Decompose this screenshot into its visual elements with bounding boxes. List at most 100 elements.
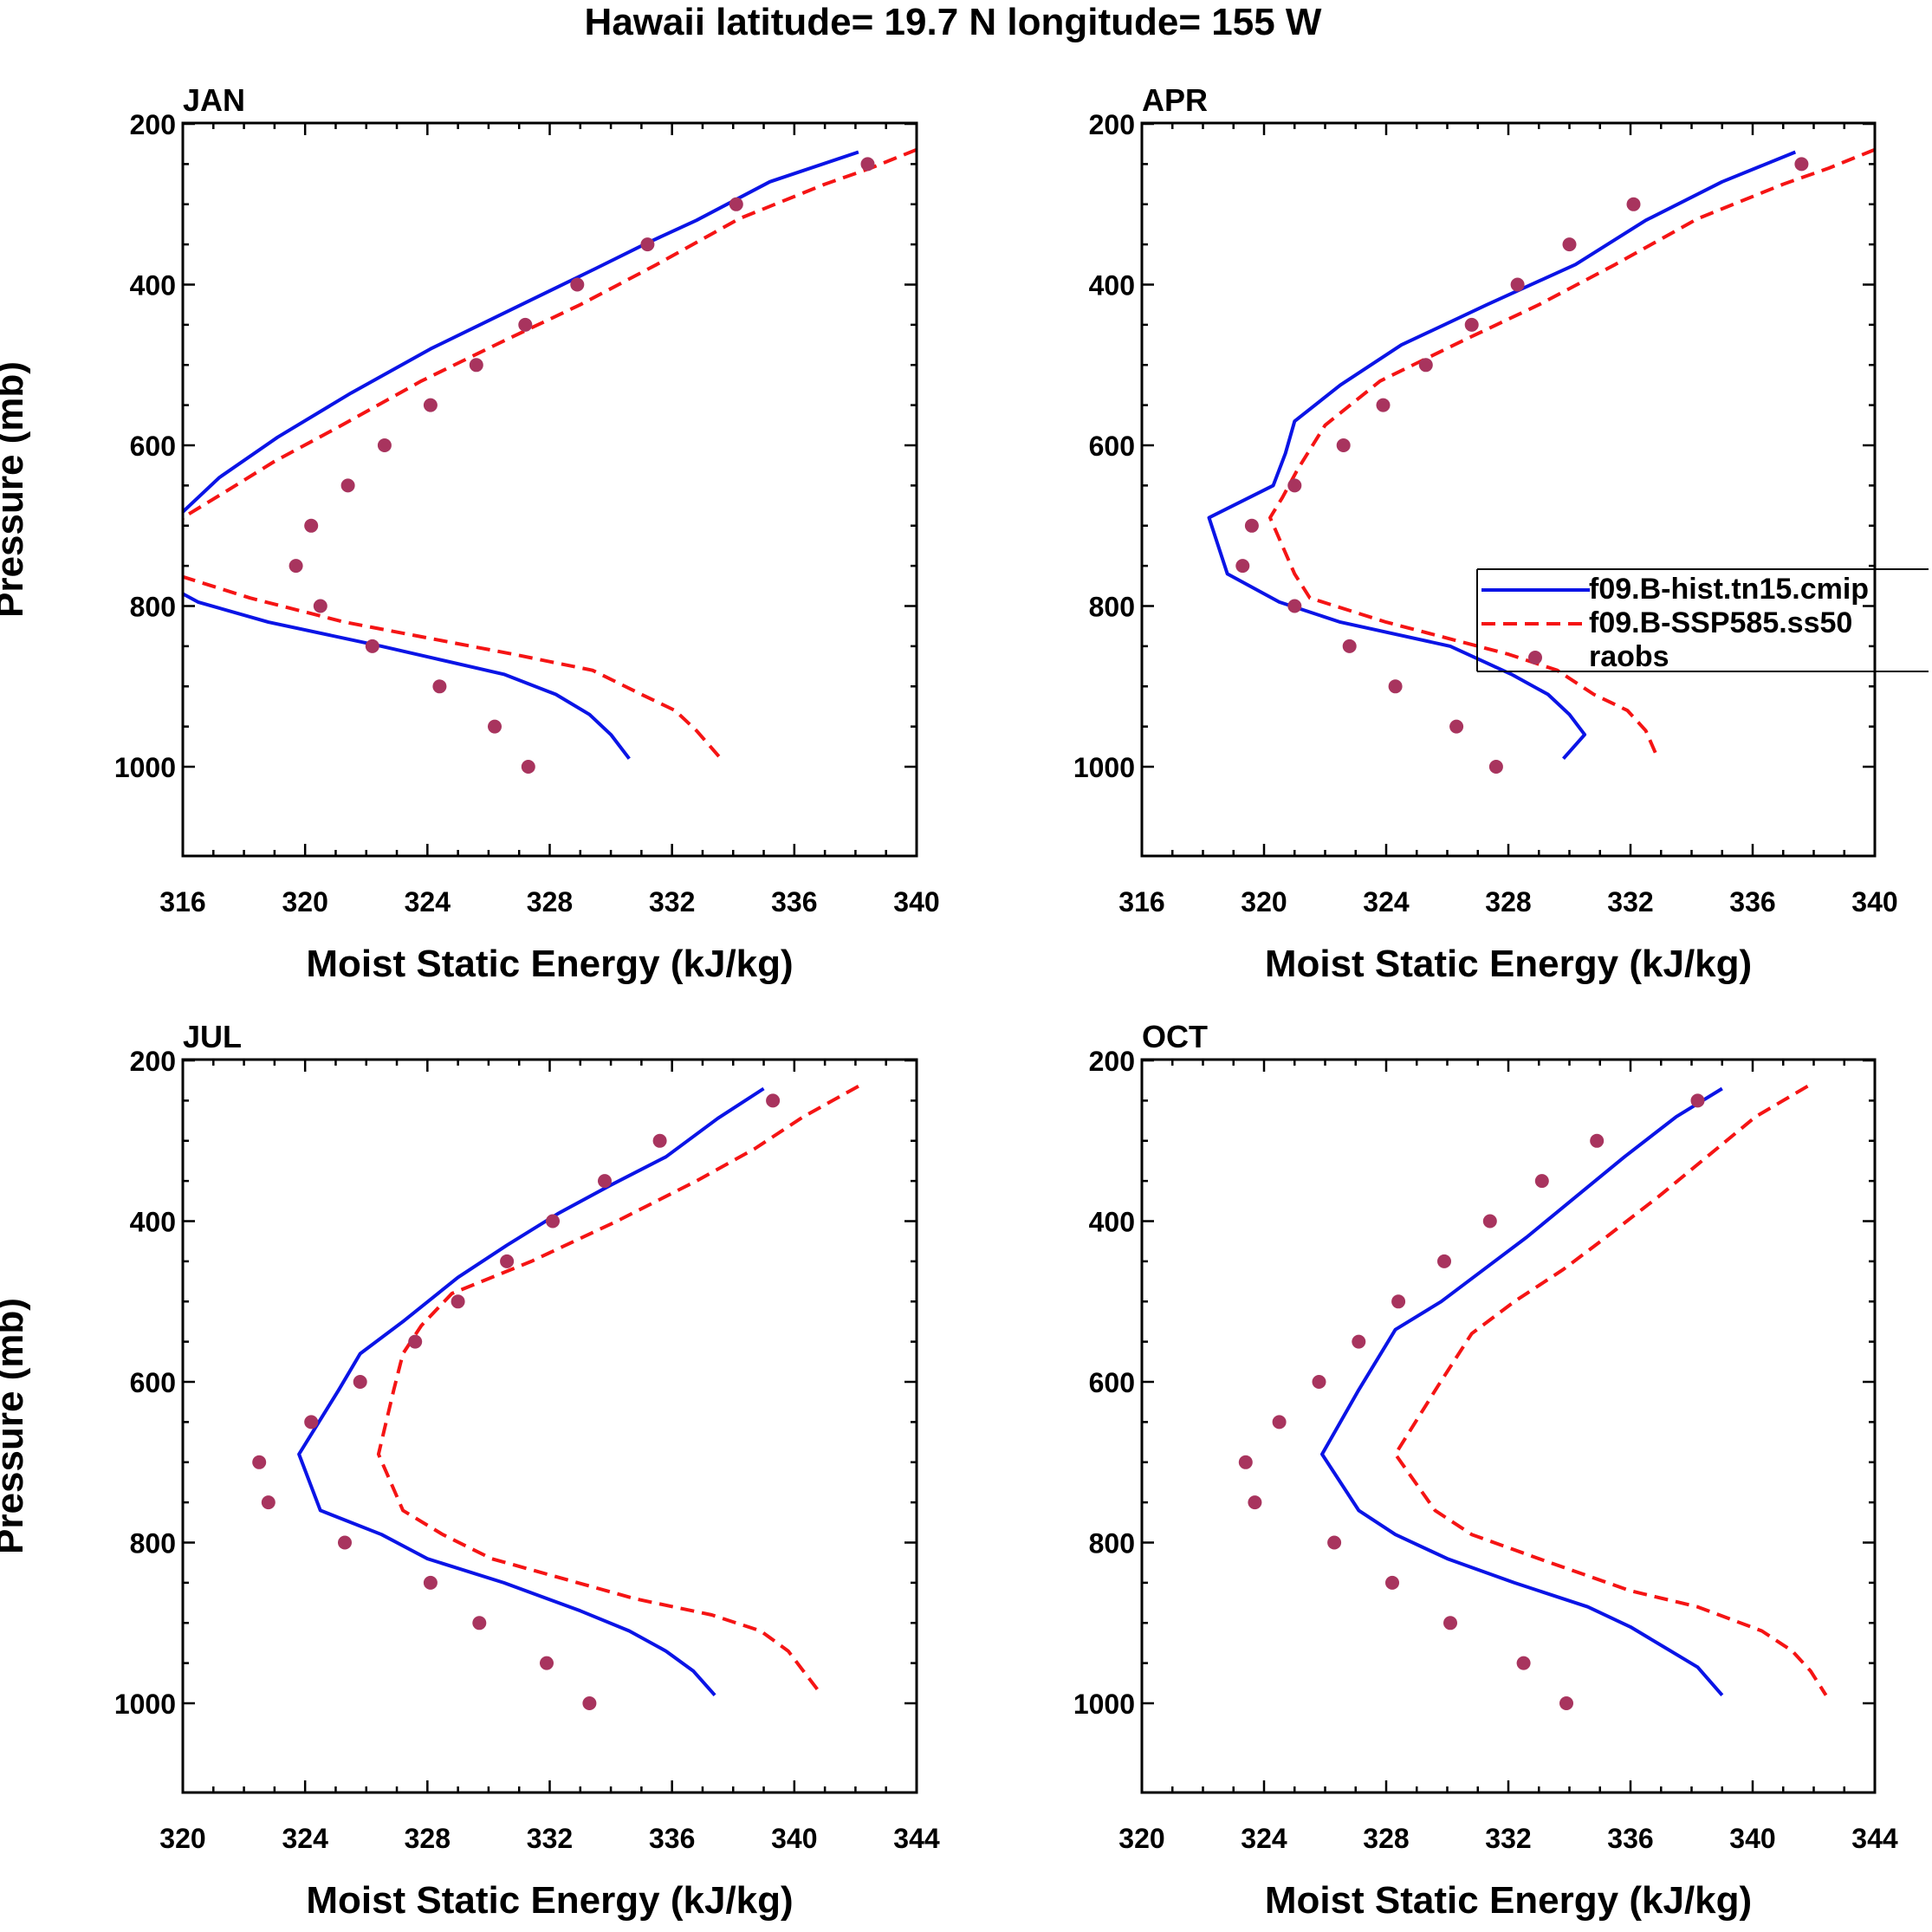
- x-tick-label: 320: [1118, 1823, 1164, 1854]
- x-ticks: [1140, 1060, 1877, 1793]
- ssp585-line: [183, 147, 917, 761]
- raobs-point: [1235, 559, 1250, 574]
- y-tick-label: 800: [1089, 1528, 1135, 1559]
- panels: 316 320 324 328 332 336 340 200 400 600 800 1000 JAN…: [0, 82, 1898, 1922]
- y-tick-label: 600: [130, 431, 176, 462]
- raobs-point: [423, 398, 438, 412]
- legend: f09.B-hist.tn15.cmipf09.B-SSP585.ss50rao…: [1476, 568, 1929, 673]
- raobs-point: [377, 438, 392, 452]
- raobs-point: [1388, 679, 1403, 694]
- raobs-point: [1238, 1455, 1253, 1469]
- plot-frame: [181, 1058, 918, 1794]
- raobs-point: [1449, 719, 1464, 734]
- ssp585-line: [1268, 147, 1875, 760]
- raobs-point: [304, 518, 319, 533]
- raobs-point: [521, 760, 535, 774]
- raobs-point: [340, 478, 355, 493]
- raobs-point: [353, 1375, 367, 1389]
- x-tick-label: 328: [405, 1823, 451, 1854]
- panel-oct: 320 324 328 332 336 340 344 200 400 600 800 1000 OCT…: [1073, 1019, 1898, 1922]
- raobs-point: [860, 157, 875, 172]
- raobs-point: [408, 1334, 423, 1349]
- x-tick-label: 324: [1241, 1823, 1287, 1854]
- y-ticks: [183, 122, 917, 768]
- y-tick-label: 800: [1089, 592, 1135, 623]
- x-tick-label: 336: [771, 886, 817, 917]
- raobs-point: [261, 1495, 276, 1510]
- x-tick-label: 340: [771, 1823, 817, 1854]
- raobs-point: [1690, 1093, 1705, 1108]
- hist-line: [297, 1086, 765, 1697]
- y-tick-label: 1000: [1073, 1689, 1135, 1720]
- y-tick-label: 200: [1089, 109, 1135, 140]
- raobs-point: [518, 317, 533, 332]
- x-tick-label: 320: [159, 1823, 205, 1854]
- hist-line: [183, 150, 859, 760]
- x-tick-label: 332: [1607, 886, 1653, 917]
- raobs-point: [365, 639, 379, 653]
- raobs-point: [1559, 1696, 1573, 1710]
- raobs-point: [1534, 1174, 1549, 1189]
- y-tick-label: 200: [1089, 1046, 1135, 1077]
- raobs-point: [640, 237, 655, 252]
- legend-marker: [1528, 651, 1542, 665]
- raobs-point: [1794, 157, 1809, 172]
- raobs-point: [1437, 1254, 1451, 1268]
- raobs-point: [540, 1656, 554, 1670]
- raobs-point: [582, 1696, 597, 1710]
- y-tick-label: 800: [130, 592, 176, 623]
- raobs-point: [1272, 1415, 1287, 1430]
- plot-frame: [1140, 121, 1877, 858]
- raobs-point: [1626, 197, 1641, 211]
- y-tick-label: 600: [130, 1367, 176, 1398]
- y-tick-label: 1000: [114, 1689, 176, 1720]
- hist-line: [1207, 150, 1797, 761]
- x-tick-label: 324: [1363, 886, 1410, 917]
- x-axis-label: Moist Static Energy (kJ/kg): [1265, 1879, 1752, 1922]
- hist-line: [1320, 1086, 1724, 1697]
- raobs-point: [1464, 317, 1479, 332]
- x-tick-label: 340: [1851, 886, 1897, 917]
- legend-label: f09.B-SSP585.ss50: [1589, 606, 1852, 639]
- raobs-point: [1488, 760, 1503, 774]
- plot-frame: [181, 121, 918, 858]
- x-tick-label: 344: [893, 1823, 940, 1854]
- y-tick-label: 1000: [1073, 752, 1135, 783]
- x-tick-label: 328: [1363, 1823, 1409, 1854]
- raobs-point: [423, 1575, 438, 1590]
- plot-area-apr: [1207, 147, 1875, 774]
- x-tick-label: 344: [1851, 1823, 1898, 1854]
- x-axis-label: Moist Static Energy (kJ/kg): [306, 943, 793, 985]
- panel-title: JAN: [183, 82, 245, 118]
- y-tick-label: 400: [130, 1207, 176, 1238]
- raobs-point: [1385, 1575, 1399, 1590]
- x-tick-label: 320: [1241, 886, 1287, 917]
- plot-area-oct: [1238, 1084, 1828, 1710]
- raobs-point: [1287, 478, 1302, 493]
- plot-frame: [1140, 1058, 1877, 1794]
- raobs-point: [1418, 358, 1433, 373]
- x-tick-label: 336: [1607, 1823, 1653, 1854]
- raobs-point: [252, 1455, 267, 1469]
- plot-area-jul: [252, 1084, 859, 1710]
- x-tick-label: 340: [1729, 1823, 1775, 1854]
- y-tick-label: 800: [130, 1528, 176, 1559]
- raobs-point: [289, 559, 303, 574]
- ssp585-line: [376, 1084, 859, 1696]
- y-tick-label: 600: [1089, 1367, 1135, 1398]
- y-tick-label: 600: [1089, 431, 1135, 462]
- y-tick-label: 400: [1089, 270, 1135, 301]
- raobs-point: [598, 1174, 612, 1189]
- panel-jul: 320 324 328 332 336 340 344 200 400 600 800 1000 JUL…: [0, 1019, 940, 1922]
- x-tick-label: 340: [893, 886, 939, 917]
- x-tick-label: 332: [527, 1823, 573, 1854]
- y-tick-label: 200: [130, 109, 176, 140]
- raobs-point: [1391, 1294, 1406, 1309]
- x-tick-label: 316: [159, 886, 205, 917]
- y-axis-label: Pressure (mb): [0, 1298, 31, 1554]
- raobs-point: [1327, 1535, 1342, 1550]
- x-ticks: [1140, 123, 1877, 856]
- x-tick-label: 336: [1729, 886, 1775, 917]
- x-tick-label: 324: [405, 886, 451, 917]
